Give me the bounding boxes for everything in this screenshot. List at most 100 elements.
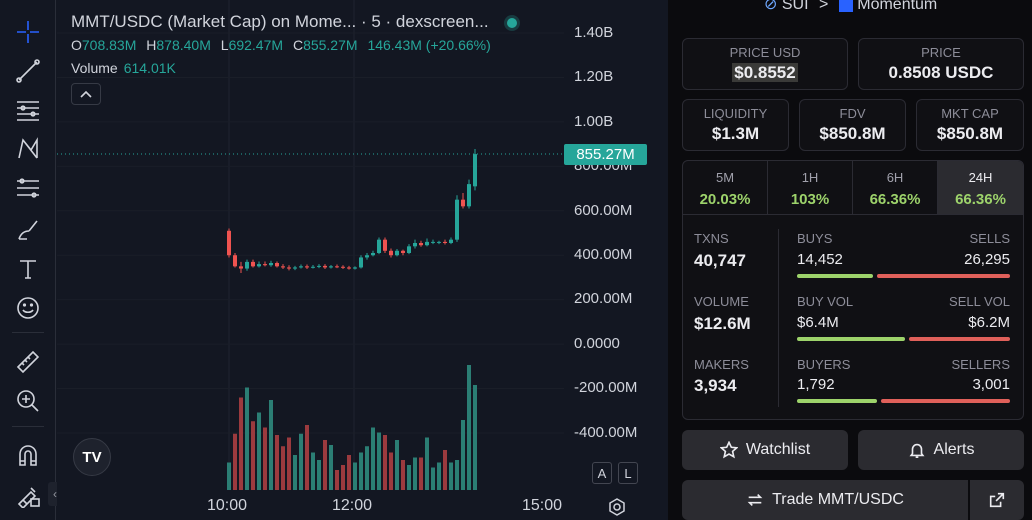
tab-24h[interactable]: 24H 66.36% <box>938 161 1023 214</box>
liquidity-label: LIQUIDITY <box>703 106 768 121</box>
buyers-value: 1,792 <box>797 376 835 393</box>
breadcrumb-separator: > <box>818 0 829 13</box>
fib-tool-icon[interactable] <box>10 173 46 203</box>
chevron-up-icon <box>80 90 92 98</box>
candle-body <box>257 264 261 267</box>
candle-body <box>353 267 357 269</box>
candle-body <box>449 239 453 243</box>
volume-bar <box>257 412 261 490</box>
candle-body <box>359 257 363 268</box>
volume-bar <box>431 467 435 490</box>
candle-body <box>395 250 399 256</box>
volume-bar <box>443 450 447 490</box>
candle-body <box>263 264 267 266</box>
high-value: 878.40M <box>156 37 211 53</box>
trade-label: Trade MMT/USDC <box>772 491 904 508</box>
brush-tool-icon[interactable] <box>10 215 46 245</box>
text-tool-icon[interactable] <box>10 254 46 284</box>
price-chart[interactable]: MMT/USDC (Market Cap) on Mome... · 5 · d… <box>57 0 668 520</box>
tab-5m[interactable]: 5M 20.03% <box>683 161 768 214</box>
sell-vol-value: $6.2M <box>968 314 1010 331</box>
auto-scale-button[interactable]: A <box>592 462 612 484</box>
breadcrumb-dex[interactable]: Momentum <box>857 0 938 13</box>
horizontal-lines-tool-icon[interactable] <box>10 95 46 125</box>
log-scale-button[interactable]: L <box>618 462 638 484</box>
buys-value: 14,452 <box>797 251 843 268</box>
volume-bar <box>287 437 291 490</box>
candle-body <box>239 266 243 269</box>
alerts-button[interactable]: Alerts <box>858 430 1024 470</box>
x-tick-label: 15:00 <box>522 497 563 514</box>
candle-body <box>461 199 465 207</box>
watchlist-button[interactable]: Watchlist <box>682 430 848 470</box>
fdv-label: FDV <box>839 106 866 121</box>
makers-label: MAKERS <box>694 357 749 372</box>
volume-bar <box>251 421 255 490</box>
volume-bar <box>449 462 453 490</box>
tab-6h[interactable]: 6H 66.36% <box>853 161 938 214</box>
volume-bar <box>461 420 465 490</box>
volume-bar <box>341 465 345 490</box>
volume-label: Volume <box>71 60 118 76</box>
chart-title: MMT/USDC (Market Cap) on Mome... · 5 · d… <box>71 12 517 32</box>
candle-body <box>341 266 345 268</box>
sellers-ratio-bar <box>881 399 1010 403</box>
chart-settings-icon[interactable] <box>607 497 627 517</box>
magnet-icon[interactable] <box>10 441 46 471</box>
emoji-tool-icon[interactable] <box>10 293 46 323</box>
y-tick-label: -200.00M <box>574 379 638 396</box>
ruler-tool-icon[interactable] <box>10 347 46 377</box>
candle-body <box>425 241 429 246</box>
volume-bar <box>317 460 321 490</box>
zoom-in-icon[interactable] <box>10 386 46 416</box>
volume-label: VOLUME <box>694 294 749 309</box>
volume-value: 614.01K <box>123 60 176 76</box>
tab-1h-label: 1H <box>801 170 819 185</box>
volume-bar <box>467 365 471 490</box>
txns-label: TXNS <box>694 231 729 246</box>
y-tick-label: 200.00M <box>574 290 633 307</box>
toolbar-divider <box>12 332 44 333</box>
tradingview-logo[interactable]: TV <box>73 438 111 476</box>
open-value: 708.83M <box>81 37 137 53</box>
y-tick-label: 1.20B <box>574 68 614 85</box>
tab-1h[interactable]: 1H 103% <box>768 161 853 214</box>
lock-drawings-icon[interactable] <box>10 480 46 510</box>
y-tick-label: 600.00M <box>574 202 633 219</box>
volume-bar <box>293 455 297 490</box>
crosshair-tool-icon[interactable] <box>10 17 46 47</box>
star-icon <box>719 441 738 459</box>
candle-body <box>413 243 417 247</box>
breadcrumb: ⊘ SUI > Momentum <box>764 0 937 14</box>
volume-bar <box>353 462 357 490</box>
candle-body <box>293 267 297 269</box>
volume-bar <box>419 457 423 490</box>
breadcrumb-chain[interactable]: SUI <box>781 0 809 13</box>
candle-body <box>269 263 273 266</box>
high-label: H <box>146 37 157 53</box>
candle-body <box>329 266 333 268</box>
trade-button[interactable]: Trade MMT/USDC <box>682 480 968 520</box>
sells-label: SELLS <box>969 231 1010 246</box>
volume-bar <box>359 452 363 490</box>
collapse-legend-button[interactable] <box>71 83 101 105</box>
price-usd-value: $0.8552 <box>732 63 798 82</box>
volume-readout: Volume 614.01K <box>71 60 176 76</box>
volume-bar <box>233 433 237 490</box>
volume-bar <box>323 440 327 490</box>
y-tick-label: -400.00M <box>574 424 638 441</box>
pattern-tool-icon[interactable] <box>10 134 46 164</box>
candle-body <box>401 250 405 253</box>
candle-body <box>455 199 459 240</box>
volume-bar <box>239 397 243 490</box>
y-tick-label: 400.00M <box>574 246 633 263</box>
candle-body <box>419 243 423 246</box>
token-info-panel: ⊘ SUI > Momentum PRICE USD $0.8552 PRICE… <box>668 0 1032 520</box>
open-external-button[interactable] <box>970 480 1024 520</box>
candle-body <box>473 154 477 187</box>
candle-body <box>407 246 411 253</box>
momentum-dex-icon <box>838 0 853 12</box>
volume-bar <box>311 452 315 490</box>
trend-line-tool-icon[interactable] <box>10 56 46 86</box>
price-value: 0.8508 USDC <box>888 63 994 82</box>
